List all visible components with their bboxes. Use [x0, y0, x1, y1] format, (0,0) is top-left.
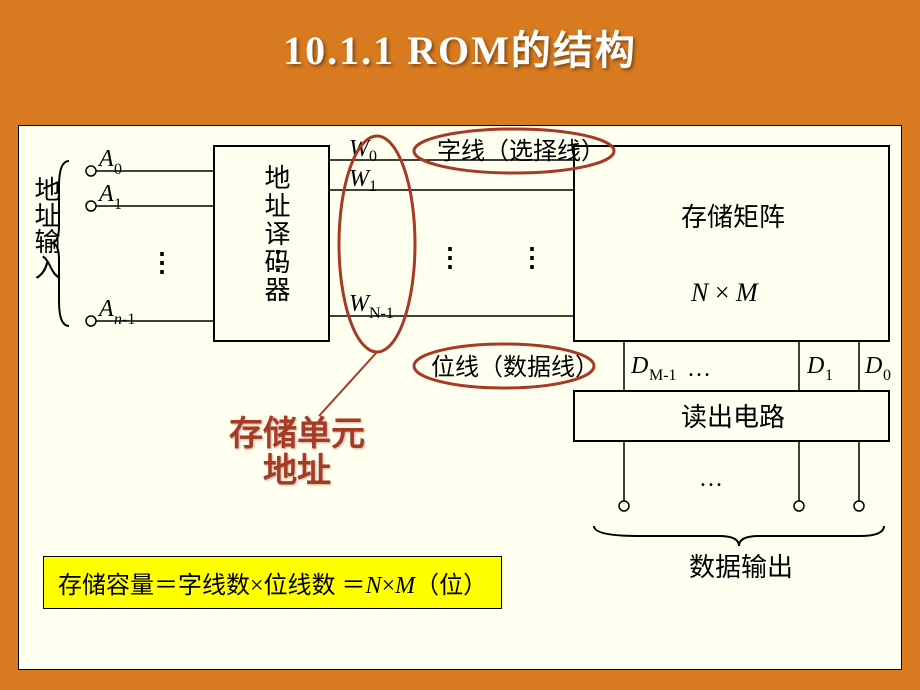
svg-text:0: 0 — [114, 161, 122, 178]
svg-text:-1: -1 — [122, 311, 135, 328]
svg-text:1: 1 — [825, 367, 833, 384]
storage-unit-addr-label: 存储单元 地址 — [229, 416, 365, 491]
bit-lines: DM-1 … D1 D0 — [624, 341, 891, 391]
formula-pre: 存储容量＝字线数×位线数 ＝ — [58, 573, 366, 599]
svg-text:…: … — [699, 466, 723, 492]
svg-text:0: 0 — [883, 367, 891, 384]
svg-text:n: n — [114, 311, 122, 328]
svg-text:A: A — [97, 181, 114, 207]
svg-text:A: A — [97, 146, 114, 172]
svg-text:W: W — [349, 291, 371, 317]
svg-text:⋮: ⋮ — [149, 248, 175, 277]
svg-text:⋮: ⋮ — [519, 243, 545, 272]
page-title: 10.1.1 ROM的结构 — [0, 0, 920, 76]
svg-text:0: 0 — [369, 148, 377, 165]
brace-bottom — [594, 526, 884, 546]
svg-text:N-1: N-1 — [369, 305, 394, 322]
addr-inputs: A0 A1 ⋮ A n-1 — [86, 146, 214, 328]
brace-left — [51, 161, 69, 326]
data-out-label: 数据输出 — [689, 553, 793, 582]
formula-times: × — [382, 573, 396, 599]
svg-text:W: W — [349, 166, 371, 192]
formula-M: M — [395, 573, 415, 599]
svg-text:…: … — [687, 356, 711, 382]
readout-label: 读出电路 — [681, 403, 785, 432]
diagram-canvas: 地址输入 A0 A1 ⋮ A n-1 W0 W1 ⋮ ⋮ — [18, 125, 902, 670]
formula-post: （位） — [415, 573, 487, 599]
svg-text:M-1: M-1 — [649, 367, 677, 384]
svg-text:1: 1 — [369, 178, 377, 195]
decoder-vdots: ⋮ — [265, 246, 291, 276]
out-lines: … — [619, 441, 864, 511]
matrix-label-1: 存储矩阵 — [681, 203, 785, 232]
matrix-box — [574, 146, 889, 341]
formula-N: N — [366, 573, 382, 599]
svg-text:D: D — [864, 353, 882, 379]
highlight-connector — [319, 352, 377, 416]
svg-text:D: D — [630, 353, 648, 379]
matrix-label-2: N × M — [690, 278, 759, 307]
svg-text:1: 1 — [114, 196, 122, 213]
formula-box: 存储容量＝字线数×位线数 ＝N×M（位） — [43, 556, 502, 609]
svg-text:A: A — [97, 296, 114, 322]
wordline-anno: 字线（选择线） — [437, 138, 605, 165]
decoder-label: 地址译码器 — [257, 164, 294, 304]
svg-text:D: D — [806, 353, 824, 379]
svg-text:⋮: ⋮ — [437, 243, 463, 272]
bitline-anno: 位线（数据线） — [431, 354, 599, 381]
